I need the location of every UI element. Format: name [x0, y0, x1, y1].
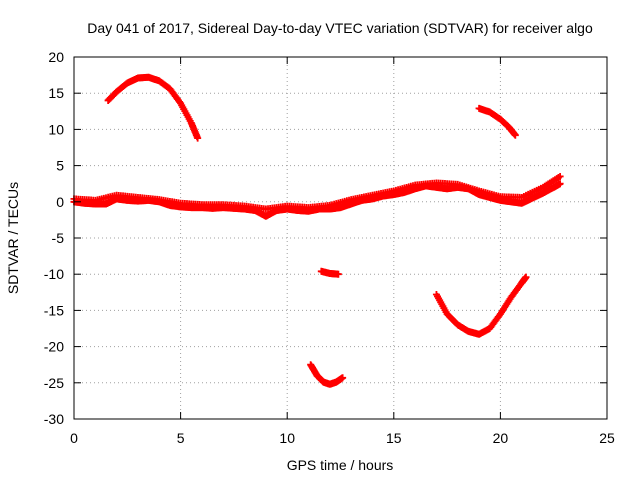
x-axis-label: GPS time / hours — [287, 457, 394, 473]
data-point — [334, 270, 342, 278]
series-arc-late-positive — [475, 104, 519, 139]
series-main-band-upper — [70, 172, 564, 213]
series-segment-mid-negative — [317, 267, 342, 278]
y-tick-label: -10 — [44, 266, 64, 282]
data-point — [556, 180, 564, 188]
data-points — [70, 73, 564, 388]
chart-title: Day 041 of 2017, Sidereal Day-to-day VTE… — [87, 20, 593, 36]
x-tick-label: 25 — [599, 430, 615, 446]
y-tick-label: -25 — [44, 375, 64, 391]
data-point — [522, 273, 530, 281]
x-tick-label: 5 — [177, 430, 185, 446]
x-tick-label: 15 — [386, 430, 402, 446]
y-tick-label: 0 — [56, 194, 64, 210]
x-tick-label: 10 — [279, 430, 295, 446]
x-tick-label: 20 — [493, 430, 509, 446]
x-tick-label: 0 — [70, 430, 78, 446]
y-tick-label: 20 — [48, 49, 64, 65]
y-tick-label: 5 — [56, 158, 64, 174]
series-arc-late-negative — [432, 273, 530, 338]
y-tick-label: 10 — [48, 121, 64, 137]
series-arc-early — [104, 73, 202, 142]
data-point — [339, 374, 347, 382]
y-tick-label: 15 — [48, 85, 64, 101]
y-axis-label: SDTVAR / TECUs — [5, 182, 21, 294]
y-tick-label: -15 — [44, 302, 64, 318]
series-arc-midday-dip — [307, 361, 347, 388]
data-point — [511, 131, 519, 139]
y-tick-label: -5 — [52, 230, 65, 246]
axis-ticks: 0 5 10 15 20 25 -30 -25 -20 -15 -10 -5 0 5 10 15 20 — [44, 49, 615, 446]
data-point — [556, 172, 564, 180]
y-tick-label: -30 — [44, 411, 64, 427]
y-tick-label: -20 — [44, 339, 64, 355]
data-point — [194, 134, 202, 142]
